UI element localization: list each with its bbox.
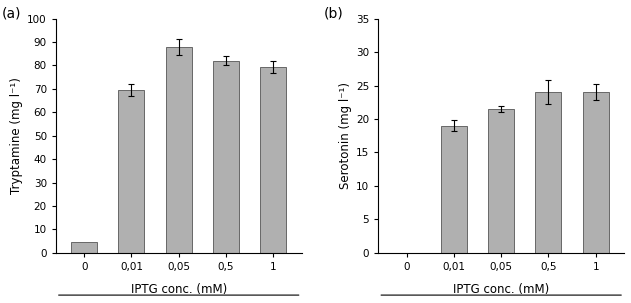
- Bar: [119, 90, 144, 253]
- Bar: [441, 126, 467, 253]
- Text: (b): (b): [324, 7, 344, 21]
- Bar: [536, 92, 562, 253]
- X-axis label: IPTG conc. (mM): IPTG conc. (mM): [453, 283, 550, 296]
- Text: (a): (a): [2, 7, 21, 21]
- Bar: [71, 242, 97, 253]
- Bar: [582, 92, 609, 253]
- Bar: [488, 109, 514, 253]
- X-axis label: IPTG conc. (mM): IPTG conc. (mM): [131, 283, 227, 296]
- Bar: [260, 67, 286, 253]
- Bar: [166, 47, 192, 253]
- Bar: [213, 61, 239, 253]
- Y-axis label: Serotonin (mg l⁻¹): Serotonin (mg l⁻¹): [339, 82, 352, 189]
- Y-axis label: Tryptamine (mg l⁻¹): Tryptamine (mg l⁻¹): [10, 77, 23, 194]
